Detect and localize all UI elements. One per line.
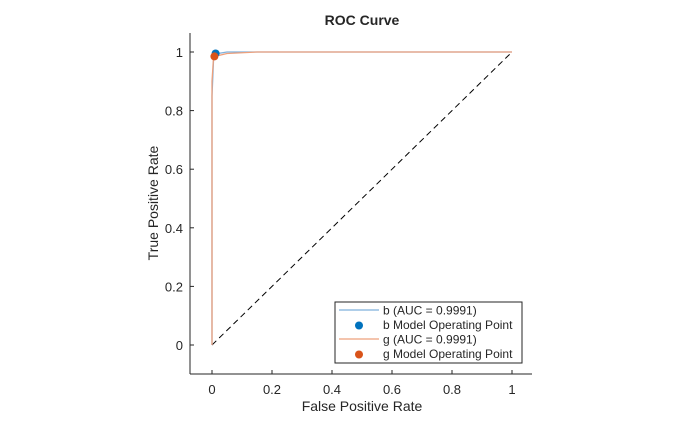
- y-tick-label: 0.6: [165, 162, 183, 177]
- y-tick-label: 1: [176, 45, 183, 60]
- y-tick-label: 0: [176, 338, 183, 353]
- x-tick-label: 1: [508, 382, 515, 397]
- x-tick-label: 0.6: [383, 382, 401, 397]
- chart-title: ROC Curve: [325, 12, 400, 28]
- x-tick-label: 0: [208, 382, 215, 397]
- x-tick-label: 0.8: [443, 382, 461, 397]
- legend-label: g (AUC = 0.9991): [383, 333, 477, 347]
- legend-box: [334, 301, 523, 364]
- operating-point-g: [210, 52, 219, 61]
- legend-label: b Model Operating Point: [383, 318, 513, 332]
- x-tick-label: 0.2: [263, 382, 281, 397]
- y-tick-label: 0.4: [165, 221, 183, 236]
- reference-diagonal: [211, 51, 513, 346]
- plot-area: [210, 49, 513, 346]
- x-tick-label: 0.4: [323, 382, 341, 397]
- legend-label: b (AUC = 0.9991): [383, 304, 477, 318]
- legend-marker-swatch: [355, 321, 363, 330]
- y-tick-label: 0.8: [165, 104, 183, 119]
- legend-label: g Model Operating Point: [383, 347, 513, 361]
- y-axis-label: True Positive Rate: [145, 145, 161, 260]
- legend: b (AUC = 0.9991)b Model Operating Pointg…: [334, 301, 523, 364]
- legend-marker-swatch: [355, 350, 363, 359]
- y-tick-label: 0.2: [165, 279, 183, 294]
- x-axis-label: False Positive Rate: [302, 398, 423, 414]
- axes: 0 0.2 0.4 0.6 0.8 1 0 0.2 0.4 0.6 0.8 1: [165, 33, 532, 397]
